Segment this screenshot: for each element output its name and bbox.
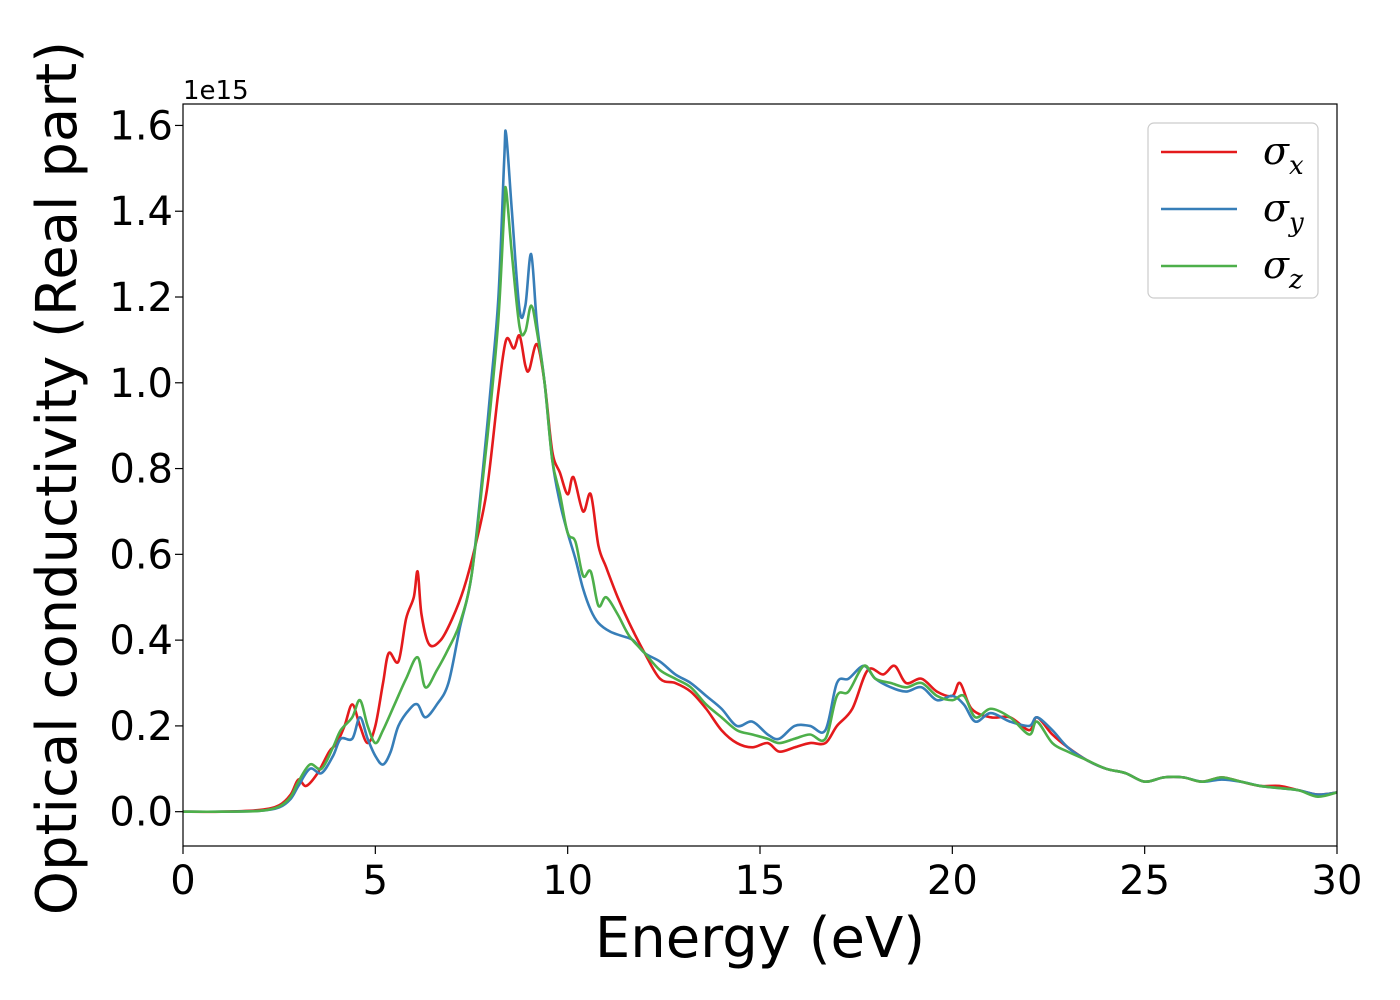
y-tick-label: 1.4 <box>109 189 173 235</box>
y-axis: 0.0 0.2 0.4 0.6 0.8 1.0 1.2 1.4 1.6 <box>109 103 183 836</box>
y-tick-label: 0.0 <box>109 790 173 836</box>
legend-label-sigma-y: σy <box>1263 186 1304 238</box>
legend-label-subscript: y <box>1288 208 1304 238</box>
legend-label-sigma-z: σz <box>1263 243 1303 295</box>
legend-label-base: σ <box>1263 243 1290 287</box>
x-tick-label: 0 <box>170 858 195 904</box>
y-tick-label: 0.8 <box>109 447 173 493</box>
legend-label-base: σ <box>1263 186 1290 230</box>
legend-label-subscript: z <box>1288 265 1303 295</box>
y-tick-label: 1.6 <box>109 103 173 149</box>
x-tick-label: 30 <box>1312 858 1363 904</box>
series-line-sigma-y <box>183 129 1337 814</box>
x-tick-label: 20 <box>927 858 978 904</box>
y-tick-label: 0.2 <box>109 704 173 750</box>
legend-label-base: σ <box>1263 129 1290 173</box>
y-axis-label: Optical conductivity (Real part) <box>25 41 90 915</box>
series-line-sigma-x <box>183 334 1337 814</box>
series-layer <box>183 129 1337 814</box>
x-tick-label: 5 <box>363 858 388 904</box>
y-tick-label: 1.2 <box>109 275 173 321</box>
y-tick-label: 0.4 <box>109 618 173 664</box>
legend-box <box>1147 122 1319 299</box>
y-offset-label: 1e15 <box>183 76 249 106</box>
x-tick-label: 15 <box>735 858 786 904</box>
x-tick-label: 10 <box>542 858 593 904</box>
x-axis-label: Energy (eV) <box>595 906 925 971</box>
y-tick-label: 0.6 <box>109 532 173 578</box>
legend-label-subscript: x <box>1289 151 1304 181</box>
y-tick-label: 1.0 <box>109 361 173 407</box>
x-tick-label: 25 <box>1119 858 1170 904</box>
x-axis: 0 5 10 15 20 25 30 <box>170 846 1362 904</box>
series-line-sigma-z <box>183 185 1337 814</box>
legend-label-sigma-x: σx <box>1263 129 1304 181</box>
